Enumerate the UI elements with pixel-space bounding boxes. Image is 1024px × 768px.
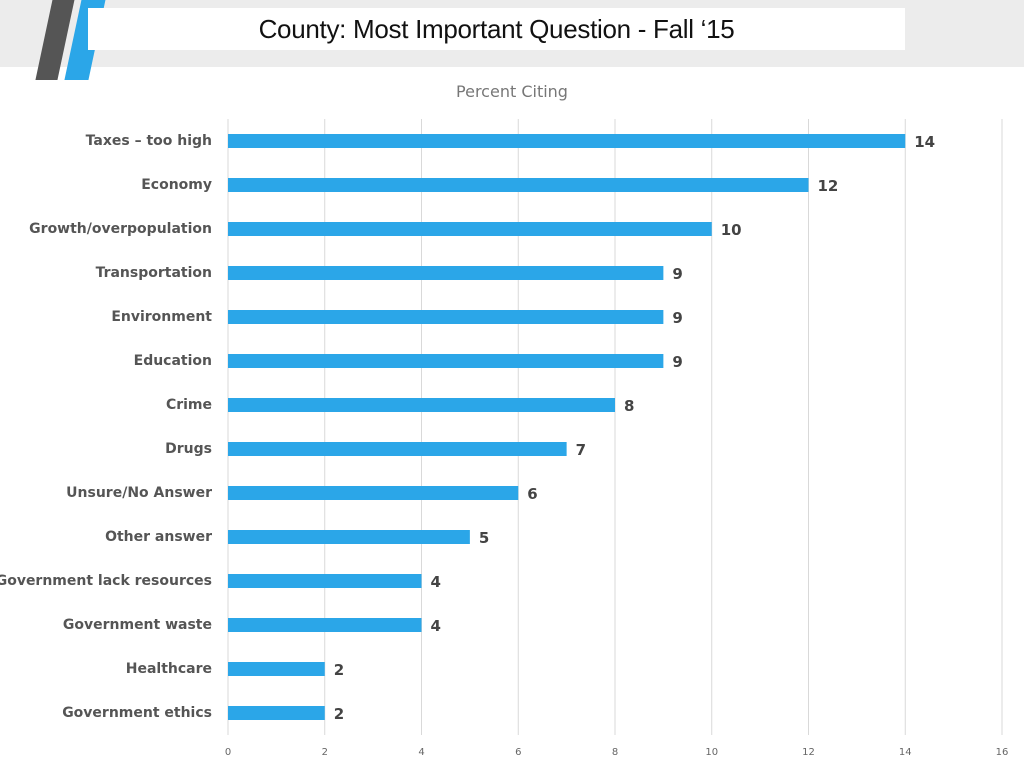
data-label: 9 — [672, 309, 682, 327]
data-label: 12 — [818, 177, 839, 195]
category-label: Education — [134, 353, 212, 369]
bar-chart: Percent Citing Taxes – too high Economy Gr… — [0, 82, 1009, 758]
category-label: Economy — [141, 177, 212, 193]
category-label: Environment — [111, 309, 212, 325]
x-tick-label: 0 — [225, 747, 231, 758]
x-tick-label: 14 — [899, 747, 912, 758]
bar — [228, 354, 664, 368]
bar — [228, 442, 567, 456]
bar — [228, 486, 519, 500]
grid-lines — [227, 119, 1003, 735]
bar — [228, 398, 615, 412]
bar — [228, 310, 664, 324]
category-labels: Taxes – too high Economy Growth/overpopula… — [0, 133, 212, 721]
bar — [228, 222, 712, 236]
category-label: Government ethics — [62, 705, 212, 721]
bar — [228, 134, 906, 148]
category-label: Unsure/No Answer — [66, 485, 212, 501]
category-label: Government waste — [63, 617, 212, 633]
chart-title: Percent Citing — [456, 82, 568, 101]
data-label: 2 — [334, 661, 344, 679]
bars — [228, 134, 906, 720]
data-label: 5 — [479, 529, 489, 547]
title-box: County: Most Important Question - Fall ‘… — [88, 8, 905, 50]
bar — [228, 530, 470, 544]
bar — [228, 618, 422, 632]
x-tick-label: 16 — [996, 747, 1009, 758]
category-label: Transportation — [96, 265, 212, 281]
data-label: 7 — [576, 441, 586, 459]
category-label: Taxes – too high — [86, 133, 212, 149]
data-label: 4 — [431, 617, 441, 635]
data-label: 9 — [672, 353, 682, 371]
data-label: 9 — [672, 265, 682, 283]
x-tick-label: 6 — [515, 747, 521, 758]
x-axis-ticks: 0 2 4 6 8 10 12 14 16 — [225, 747, 1009, 758]
bar — [228, 662, 325, 676]
category-label: Crime — [166, 397, 212, 413]
value-labels: 14 12 10 9 9 9 8 7 6 5 4 4 2 2 — [334, 133, 935, 723]
x-tick-label: 10 — [705, 747, 718, 758]
x-tick-label: 4 — [418, 747, 424, 758]
bar — [228, 574, 422, 588]
bar — [228, 266, 664, 280]
data-label: 4 — [431, 573, 441, 591]
data-label: 6 — [527, 485, 537, 503]
data-label: 14 — [914, 133, 935, 151]
bar — [228, 706, 325, 720]
slide-title: County: Most Important Question - Fall ‘… — [258, 13, 735, 44]
category-label: Other answer — [105, 529, 212, 545]
data-label: 8 — [624, 397, 634, 415]
category-label: Healthcare — [126, 661, 212, 677]
x-tick-label: 2 — [322, 747, 328, 758]
x-tick-label: 12 — [802, 747, 815, 758]
data-label: 2 — [334, 705, 344, 723]
category-label: Government lack resources — [0, 573, 212, 589]
x-tick-label: 8 — [612, 747, 618, 758]
category-label: Growth/overpopulation — [29, 221, 212, 237]
category-label: Drugs — [165, 441, 212, 457]
bar — [228, 178, 809, 192]
data-label: 10 — [721, 221, 742, 239]
